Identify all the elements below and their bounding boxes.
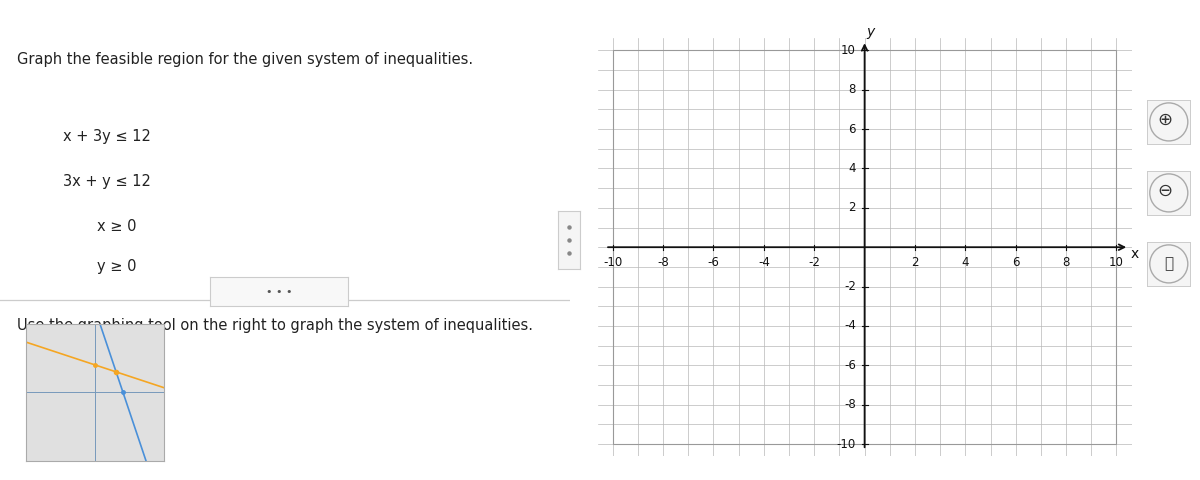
Text: 8: 8 — [1062, 256, 1069, 269]
Circle shape — [1150, 245, 1188, 283]
Text: -4: -4 — [844, 320, 856, 333]
Text: 2: 2 — [911, 256, 919, 269]
Text: x ≥ 0: x ≥ 0 — [97, 219, 137, 234]
Text: ⊕: ⊕ — [1158, 111, 1172, 129]
Text: -8: -8 — [658, 256, 668, 269]
Text: 8: 8 — [848, 83, 856, 96]
Text: -4: -4 — [758, 256, 769, 269]
Text: -10: -10 — [604, 256, 623, 269]
Text: -10: -10 — [836, 438, 856, 451]
Text: y: y — [866, 25, 875, 39]
Text: 3x + y ≤ 12: 3x + y ≤ 12 — [62, 174, 150, 189]
Text: -8: -8 — [844, 398, 856, 411]
Text: -6: -6 — [708, 256, 720, 269]
Text: ⧉: ⧉ — [1164, 256, 1174, 271]
Text: 10: 10 — [1109, 256, 1124, 269]
Text: 4: 4 — [961, 256, 970, 269]
Text: 6: 6 — [1012, 256, 1020, 269]
Text: 2: 2 — [848, 201, 856, 214]
Text: 6: 6 — [848, 122, 856, 135]
Circle shape — [1150, 174, 1188, 212]
Text: ⊖: ⊖ — [1158, 182, 1172, 200]
Text: 4: 4 — [848, 162, 856, 175]
Text: 10: 10 — [841, 44, 856, 57]
Text: -6: -6 — [844, 359, 856, 372]
Text: Graph the feasible region for the given system of inequalities.: Graph the feasible region for the given … — [17, 52, 473, 67]
Text: -2: -2 — [809, 256, 820, 269]
Text: Click to
enlarge
graph: Click to enlarge graph — [82, 345, 132, 388]
Text: -2: -2 — [844, 280, 856, 293]
Text: Use the graphing tool on the right to graph the system of inequalities.: Use the graphing tool on the right to gr… — [17, 318, 533, 333]
Text: x + 3y ≤ 12: x + 3y ≤ 12 — [62, 129, 150, 144]
Text: x: x — [1130, 247, 1139, 261]
Text: y ≥ 0: y ≥ 0 — [97, 259, 137, 275]
Circle shape — [1150, 103, 1188, 141]
Text: • • •: • • • — [265, 287, 293, 297]
